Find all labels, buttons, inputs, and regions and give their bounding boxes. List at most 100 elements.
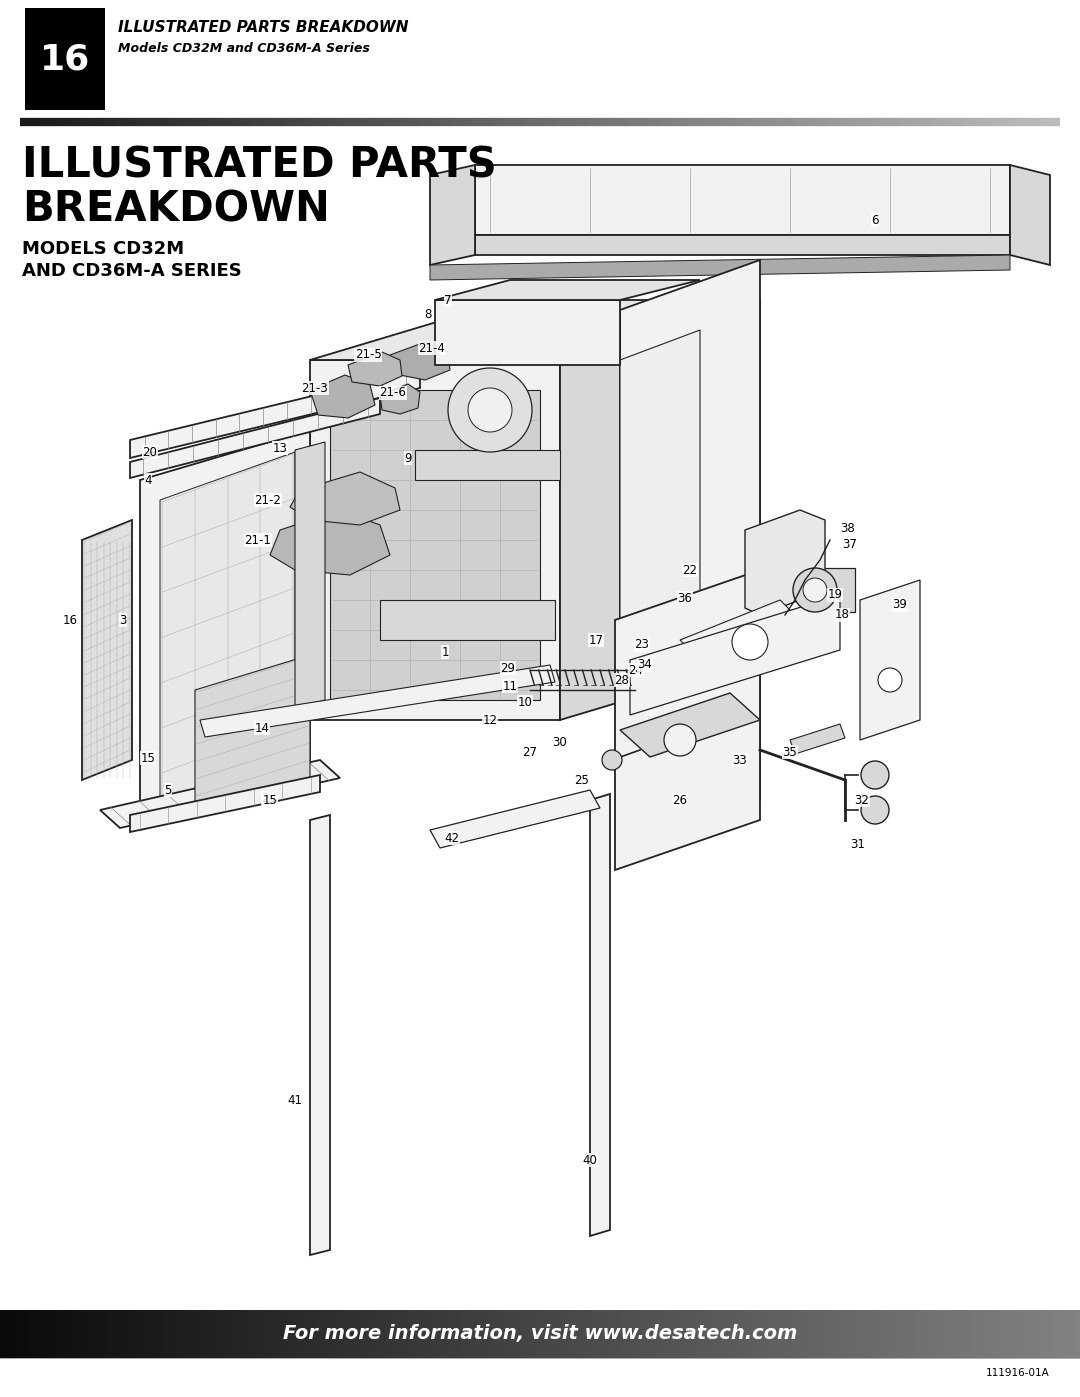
Polygon shape: [689, 1310, 694, 1358]
Text: 35: 35: [783, 746, 797, 759]
Polygon shape: [390, 342, 450, 380]
Text: ILLUSTRATED PARTS BREAKDOWN: ILLUSTRATED PARTS BREAKDOWN: [118, 20, 408, 35]
Polygon shape: [860, 580, 920, 740]
Text: 32: 32: [854, 793, 869, 806]
Polygon shape: [630, 595, 840, 715]
Polygon shape: [16, 1310, 22, 1358]
Polygon shape: [858, 1310, 863, 1358]
Text: For more information, visit www.desatech.com: For more information, visit www.desatech…: [283, 1324, 797, 1344]
Polygon shape: [809, 1310, 814, 1358]
Polygon shape: [554, 1310, 559, 1358]
Polygon shape: [233, 1310, 239, 1358]
Text: 38: 38: [840, 521, 855, 535]
Polygon shape: [32, 1310, 38, 1358]
Polygon shape: [450, 1310, 456, 1358]
Polygon shape: [391, 1310, 396, 1358]
Text: MODELS CD32M: MODELS CD32M: [22, 240, 184, 258]
Text: 21-6: 21-6: [379, 387, 406, 400]
Text: 15: 15: [262, 793, 278, 806]
Polygon shape: [310, 300, 760, 360]
Polygon shape: [1075, 1310, 1080, 1358]
Polygon shape: [581, 1310, 586, 1358]
Polygon shape: [25, 8, 105, 110]
Polygon shape: [836, 1310, 841, 1358]
Polygon shape: [793, 1310, 798, 1358]
Text: 33: 33: [732, 753, 747, 767]
Text: 3: 3: [119, 613, 126, 626]
Polygon shape: [895, 1310, 901, 1358]
Polygon shape: [141, 1310, 147, 1358]
Polygon shape: [467, 1310, 472, 1358]
Polygon shape: [483, 1310, 488, 1358]
Polygon shape: [303, 1310, 309, 1358]
Polygon shape: [456, 1310, 461, 1358]
Polygon shape: [977, 1310, 983, 1358]
Polygon shape: [174, 1310, 179, 1358]
Polygon shape: [130, 398, 380, 478]
Polygon shape: [745, 510, 825, 615]
Polygon shape: [11, 1310, 16, 1358]
Polygon shape: [76, 1310, 81, 1358]
Text: AND CD36M-A SERIES: AND CD36M-A SERIES: [22, 263, 242, 279]
Text: 28: 28: [615, 673, 630, 686]
Polygon shape: [298, 1310, 303, 1358]
Polygon shape: [27, 1310, 32, 1358]
Polygon shape: [114, 1310, 120, 1358]
Polygon shape: [960, 1310, 966, 1358]
Polygon shape: [814, 1310, 820, 1358]
Polygon shape: [430, 165, 475, 265]
Polygon shape: [922, 1310, 928, 1358]
Polygon shape: [222, 1310, 228, 1358]
Text: BREAKDOWN: BREAKDOWN: [22, 189, 329, 231]
Text: 6: 6: [872, 214, 879, 226]
Polygon shape: [966, 1310, 971, 1358]
Polygon shape: [820, 1310, 825, 1358]
Polygon shape: [359, 1310, 364, 1358]
Polygon shape: [630, 1310, 635, 1358]
Text: 21-4: 21-4: [419, 341, 445, 355]
Polygon shape: [971, 1310, 977, 1358]
Text: 40: 40: [582, 1154, 597, 1166]
Polygon shape: [314, 1310, 320, 1358]
Polygon shape: [1021, 1310, 1026, 1358]
Polygon shape: [1069, 1310, 1075, 1358]
Polygon shape: [662, 1310, 667, 1358]
Polygon shape: [309, 1310, 314, 1358]
Polygon shape: [494, 1310, 499, 1358]
Polygon shape: [863, 1310, 868, 1358]
Polygon shape: [667, 1310, 673, 1358]
Polygon shape: [200, 665, 555, 738]
Polygon shape: [429, 1310, 434, 1358]
Polygon shape: [402, 1310, 407, 1358]
Polygon shape: [831, 1310, 836, 1358]
Text: 20: 20: [143, 446, 158, 458]
Text: 17: 17: [589, 633, 604, 647]
Polygon shape: [375, 1310, 380, 1358]
Polygon shape: [640, 1310, 646, 1358]
Text: 30: 30: [553, 735, 567, 749]
Text: 9: 9: [404, 451, 411, 464]
Polygon shape: [337, 1310, 342, 1358]
Polygon shape: [526, 1310, 531, 1358]
Polygon shape: [22, 1310, 27, 1358]
Polygon shape: [445, 1310, 450, 1358]
Text: 39: 39: [892, 598, 907, 612]
Polygon shape: [510, 1310, 515, 1358]
Polygon shape: [841, 1310, 847, 1358]
Polygon shape: [380, 1310, 386, 1358]
Polygon shape: [310, 360, 561, 719]
Text: 1: 1: [442, 645, 449, 658]
Circle shape: [793, 569, 837, 612]
Text: 21-3: 21-3: [301, 381, 328, 394]
Text: 24: 24: [629, 664, 644, 676]
Polygon shape: [430, 256, 1010, 279]
Polygon shape: [847, 1310, 852, 1358]
Polygon shape: [543, 1310, 549, 1358]
Polygon shape: [131, 1310, 136, 1358]
Text: 23: 23: [635, 638, 649, 651]
Polygon shape: [684, 1310, 689, 1358]
Polygon shape: [270, 510, 390, 576]
Polygon shape: [515, 1310, 521, 1358]
Polygon shape: [59, 1310, 65, 1358]
Text: 29: 29: [500, 662, 515, 675]
